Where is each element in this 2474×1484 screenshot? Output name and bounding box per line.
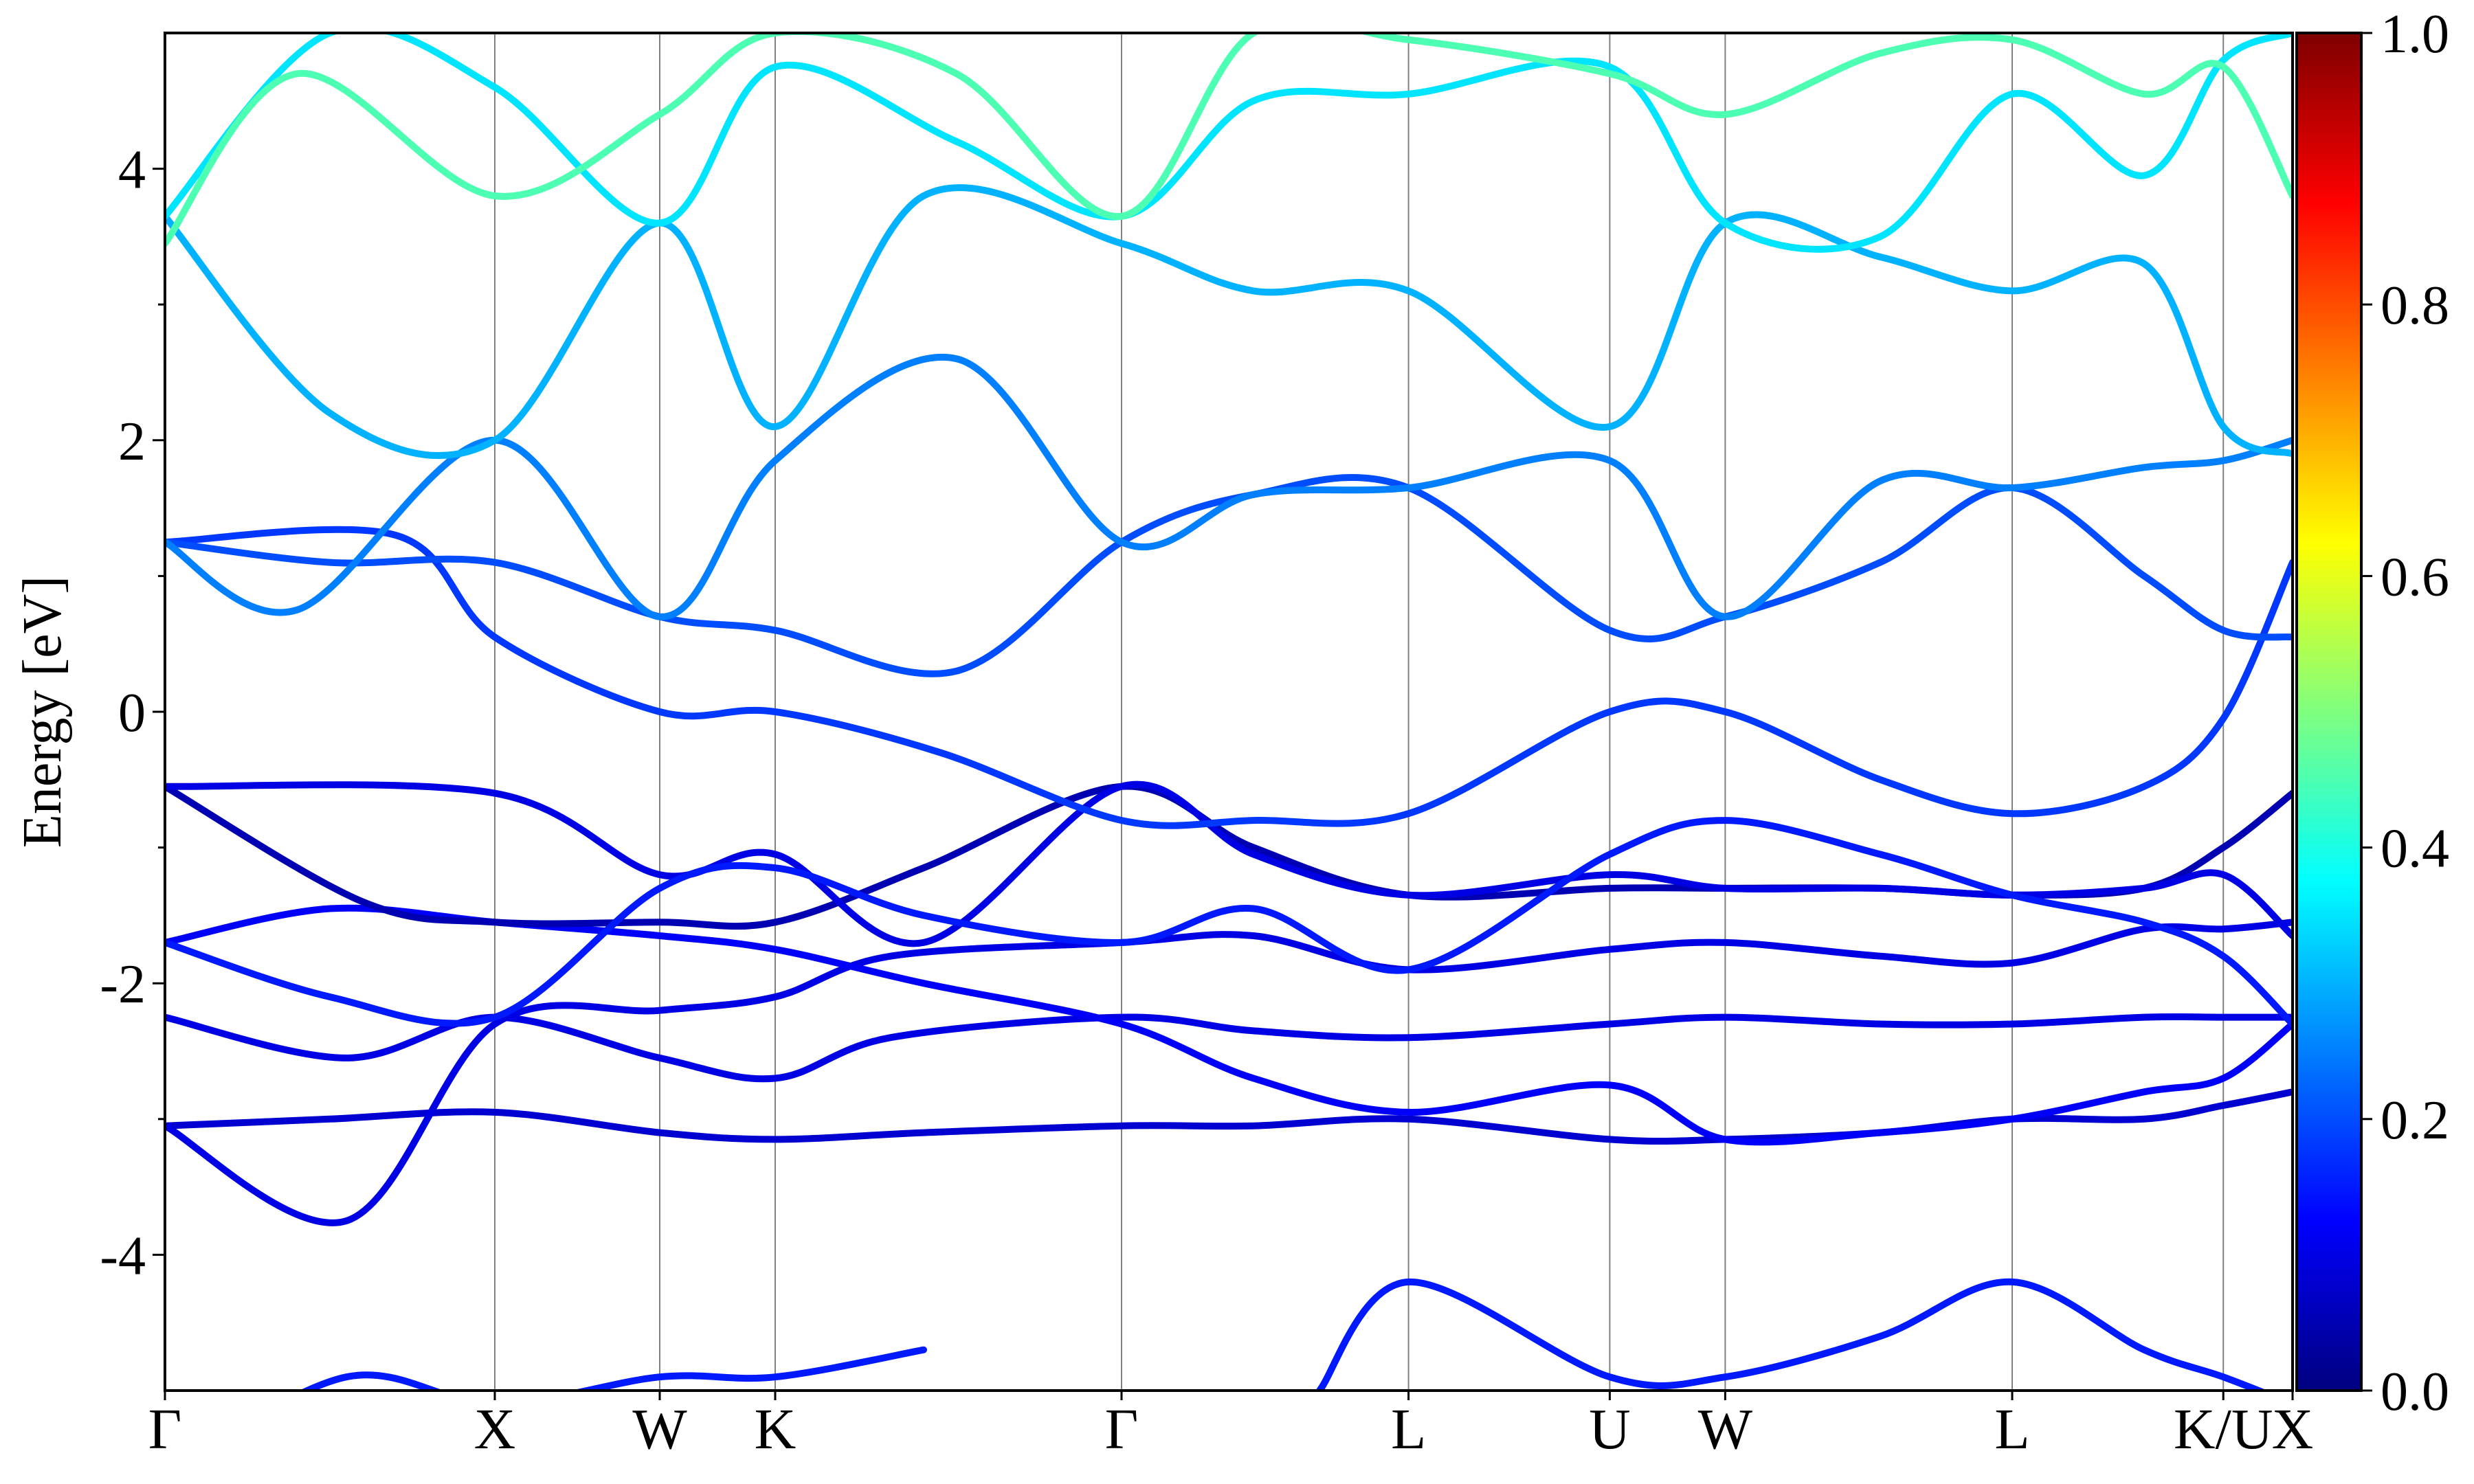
y-tick-label: -2	[100, 954, 146, 1015]
y-tick-label: 2	[118, 412, 146, 472]
colorbar-tick-label: 0.6	[2381, 547, 2449, 607]
colorbar-tick-label: 1.0	[2381, 4, 2449, 65]
kpoint-label: L	[1391, 1397, 1426, 1461]
kpoint-label: U	[1589, 1397, 1631, 1461]
kpoint-label: Γ	[1105, 1397, 1139, 1461]
colorbar-tick-label: 0.2	[2381, 1090, 2449, 1151]
band-line	[165, 33, 2293, 253]
band-lines	[165, 33, 2293, 1391]
band-line	[165, 353, 2293, 620]
kpoint-label: X	[2272, 1397, 2314, 1461]
kpoint-label: L	[1994, 1397, 2029, 1461]
y-tick-label: 0	[118, 683, 146, 743]
y-axis: -4 -2 0 2 4	[100, 140, 165, 1286]
band-line	[165, 526, 2293, 829]
band-line	[165, 184, 2293, 460]
x-axis-kpoints: Γ X W K Γ L U W L K/UX	[148, 1391, 2314, 1461]
kpoint-label: K/U	[2174, 1397, 2273, 1461]
kpoint-label: X	[474, 1397, 516, 1461]
colorbar-axis: 0.0 0.2 0.4 0.6 0.8 1.0	[2361, 4, 2449, 1422]
y-tick-label: -4	[100, 1226, 146, 1286]
band-line	[1316, 1278, 2269, 1391]
kpoint-label: K	[755, 1397, 796, 1461]
kpoint-label: W	[632, 1397, 687, 1461]
colorbar	[2295, 32, 2363, 1392]
colorbar-tick-label: 0.0	[2381, 1362, 2449, 1422]
band-line	[299, 1346, 927, 1391]
band-line	[165, 919, 2293, 1226]
band-line	[165, 817, 2293, 1028]
colorbar-tick-label: 0.4	[2381, 819, 2449, 879]
colorbar-tick-label: 0.8	[2381, 276, 2449, 336]
band-line	[165, 33, 2293, 247]
kpoint-label: W	[1698, 1397, 1753, 1461]
plot-background	[165, 33, 2293, 1391]
band-line	[165, 1013, 2293, 1083]
y-axis-label: Energy [eV]	[12, 576, 73, 848]
band-line	[165, 904, 2293, 1146]
y-tick-label: 4	[118, 140, 146, 201]
kpoint-label: Γ	[148, 1397, 182, 1461]
